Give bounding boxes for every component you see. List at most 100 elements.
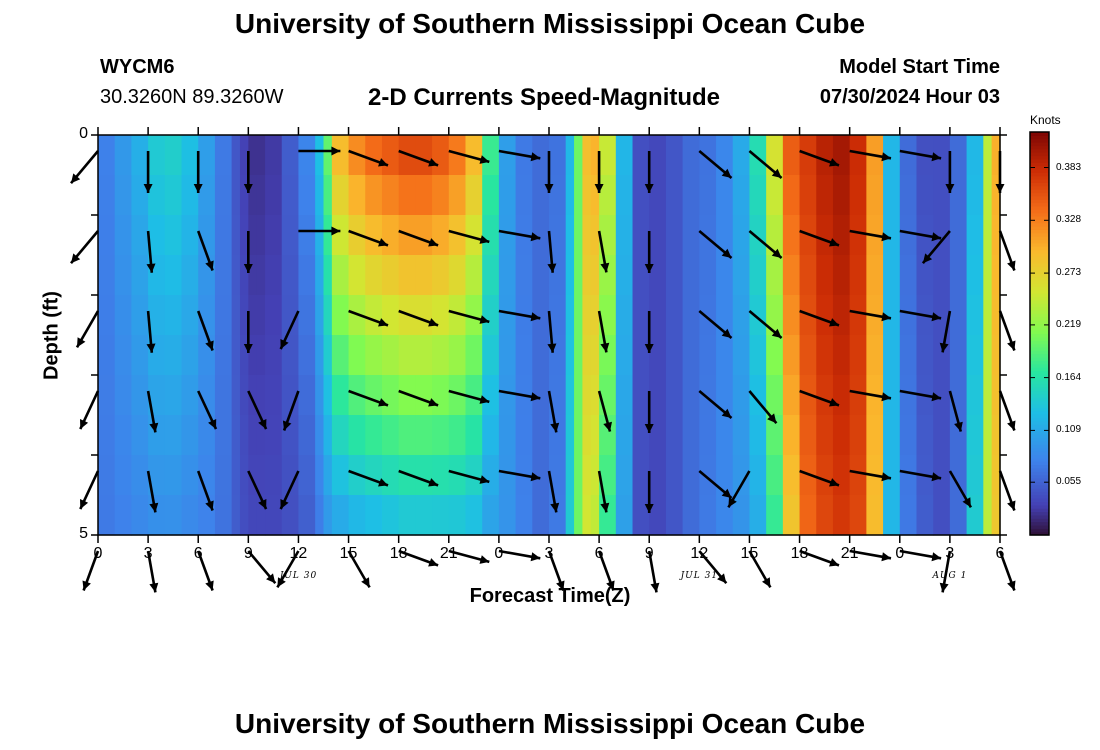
heatmap-cell [348,335,366,376]
heatmap-cell [323,375,333,416]
colorbar-swatch [1030,199,1049,204]
heatmap-cell [599,295,617,336]
heatmap-cell [716,255,734,296]
heatmap-cell [256,295,266,336]
current-vector [597,550,615,591]
heatmap-cell [482,335,500,376]
colorbar-swatch [1030,380,1049,385]
heatmap-cell [432,255,450,296]
heatmap-cell [649,455,667,496]
heatmap-cell [323,295,333,336]
heatmap-cell [632,335,650,376]
heatmap-cell [315,455,325,496]
heatmap-cell [599,255,617,296]
heatmap-cell [582,215,592,256]
current-vector [146,390,159,433]
heatmap-cell [966,135,984,176]
heatmap-cell [565,375,575,416]
heatmap-cell [699,215,717,256]
heatmap-cell [649,295,667,336]
heatmap-cell [949,215,968,256]
colorbar-swatch [1030,451,1049,455]
colorbar-swatch [1030,397,1049,402]
colorbar-swatch [1030,279,1049,284]
heatmap-cell [315,335,325,376]
heatmap-cell [899,215,918,256]
heatmap-cell [632,135,650,176]
heatmap-cell [515,495,533,536]
heatmap-cell [498,295,517,336]
heatmap-cell [574,295,584,336]
heatmap-cell [816,295,834,336]
heatmap-cell [949,495,968,536]
heatmap-cell [883,375,901,416]
station-id: WYCM6 [100,56,175,78]
heatmap-cell [331,215,350,256]
heatmap-cell [248,175,258,216]
heatmap-cell [649,495,667,536]
colorbar-swatch [1030,454,1049,459]
colorbar-swatch [1030,521,1049,526]
heatmap-cell [432,455,450,496]
heatmap-cell [991,255,1001,296]
heatmap-cell [298,335,316,376]
heatmap-cell [482,295,500,336]
current-vector [448,149,490,164]
current-vector [644,311,654,353]
heatmap-cell [281,455,300,496]
colorbar-swatch [1030,430,1049,435]
heatmap-cell [239,495,249,536]
heatmap-cell [832,335,851,376]
heatmap-cell [949,335,968,376]
heatmap-cell [482,495,500,536]
heatmap-cell [432,215,450,256]
heatmap-cell [849,295,867,336]
colorbar-swatch [1030,417,1049,422]
heatmap-cell [832,455,851,496]
current-vector [243,151,253,193]
current-vector [698,390,733,419]
current-vector [899,149,942,162]
colorbar-swatch [1030,427,1049,432]
heatmap-cell [716,175,734,216]
x-tick-label: 15 [740,545,759,562]
current-vector [748,150,783,179]
heatmap-cell [448,375,467,416]
heatmap-cell [398,175,416,216]
heatmap-cell [298,415,316,456]
heatmap-cell [565,135,575,176]
heatmap-cell [749,175,767,216]
heatmap-cell [256,255,266,296]
heatmap-cell [181,495,199,536]
x-tick-label: 15 [339,545,358,562]
heatmap-cell [899,375,918,416]
current-vector [143,151,153,193]
heatmap-cell [766,215,784,256]
heatmap-cell [849,335,867,376]
heatmap-cell [465,255,483,296]
heatmap-cell [849,175,867,216]
heatmap-cell [164,255,183,296]
heatmap-cell [682,175,700,216]
heatmap-cell [933,175,951,216]
heatmap-cell [716,415,734,456]
heatmap-cell [281,495,300,536]
colorbar-swatch [1030,293,1049,298]
heatmap-cell [649,375,667,416]
colorbar-swatch [1030,172,1049,177]
heatmap-cell [498,335,517,376]
heatmap-cell [590,375,600,416]
heatmap-cell [365,375,383,416]
heatmap-cell [239,135,249,176]
heatmap-cell [98,415,116,456]
heatmap-cell [181,215,199,256]
heatmap-cell [231,295,241,336]
heatmap-cell [315,295,325,336]
heatmap-cell [131,375,149,416]
heatmap-cell [599,335,617,376]
colorbar-swatch [1030,524,1049,529]
current-vector [849,389,892,402]
heatmap-cell [749,455,767,496]
heatmap-cell [632,455,650,496]
colorbar-tick-label: 0.219 [1056,318,1082,330]
